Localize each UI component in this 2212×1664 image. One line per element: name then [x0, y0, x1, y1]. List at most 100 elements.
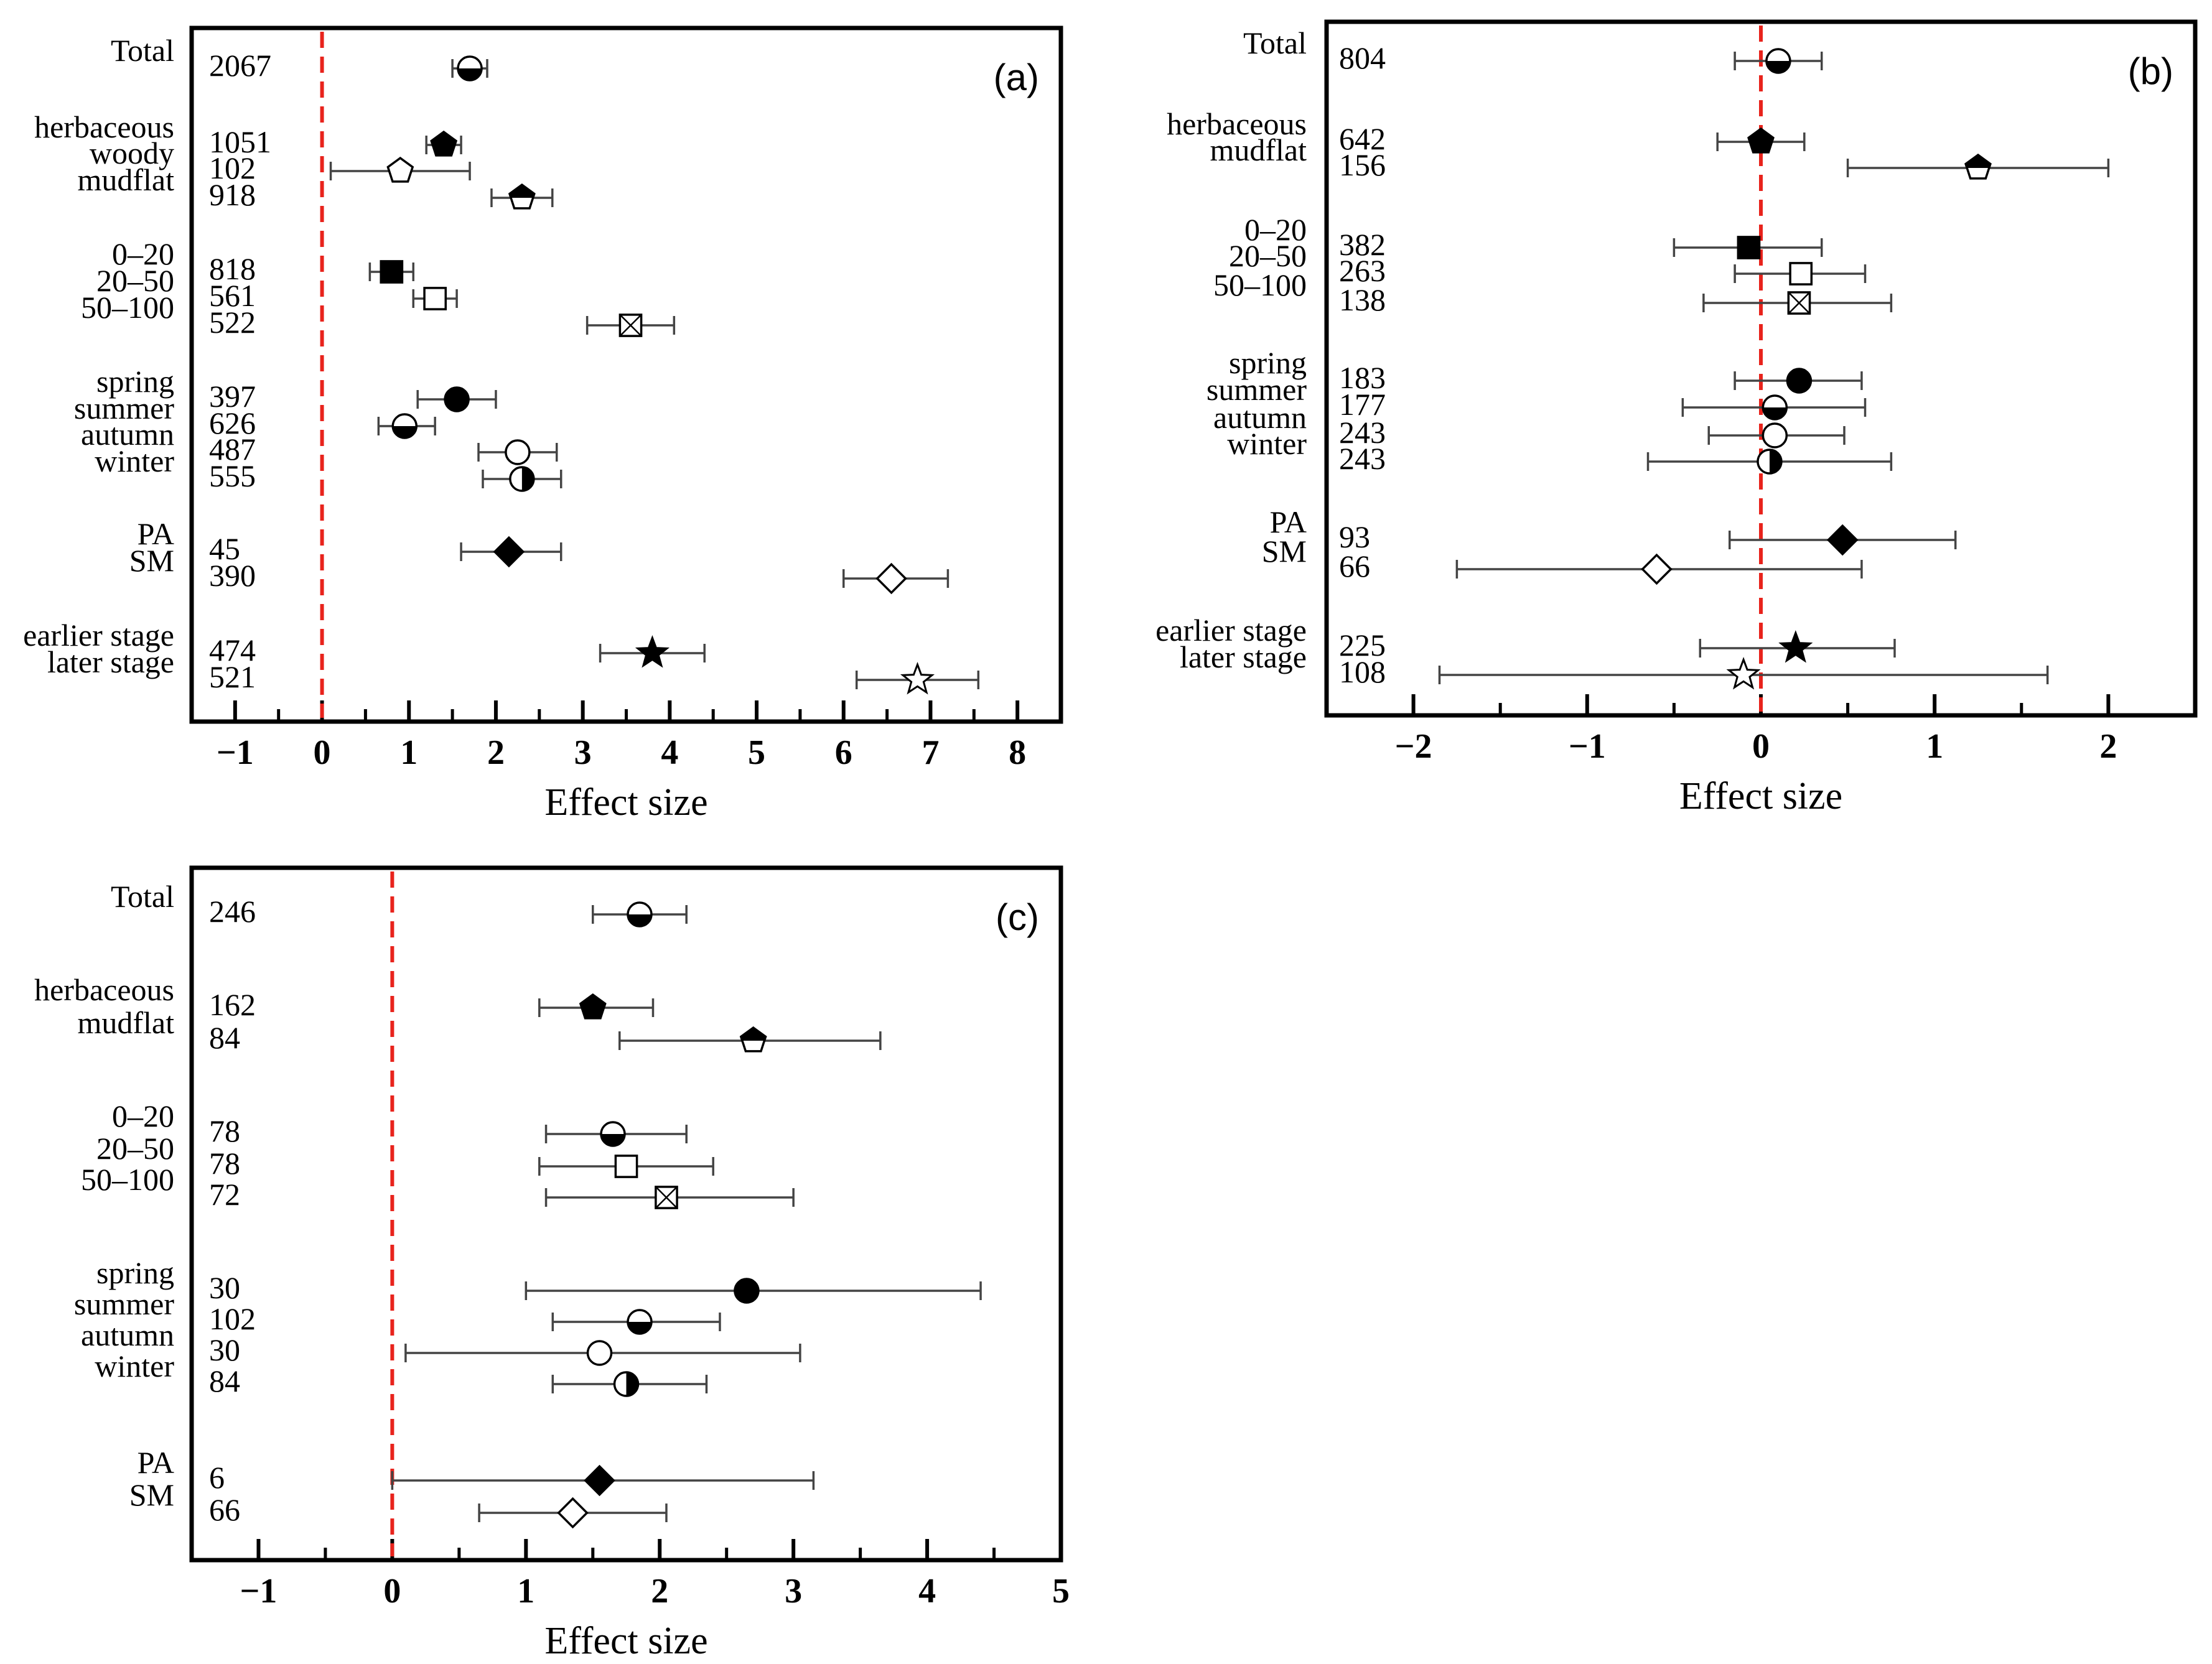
row-label: 20–50: [96, 1131, 174, 1166]
x-tick-label: 4: [918, 1572, 936, 1611]
row-label: 20–50: [96, 263, 174, 298]
forest-row: autumn 243: [1213, 400, 1846, 450]
row-sample-size: 66: [1339, 549, 1370, 583]
row-sample-size: 2067: [209, 48, 271, 83]
row-label: spring: [96, 1255, 174, 1290]
forest-row: PA 6: [138, 1445, 815, 1497]
row-label: mudflat: [77, 162, 174, 197]
x-tick-label: 0: [314, 733, 331, 772]
forest-row: 20–50 561: [96, 263, 458, 313]
row-label: summer: [74, 1286, 174, 1321]
row-sample-size: 6: [209, 1460, 225, 1495]
marker-square: [614, 1155, 638, 1178]
x-tick-label: −1: [217, 733, 254, 772]
marker-square: [1737, 236, 1761, 259]
panel-label: (b): [2128, 50, 2173, 92]
x-tick-label: 0: [1752, 727, 1770, 766]
row-label: earlier stage: [23, 618, 174, 653]
row-label: 0–20: [112, 1099, 174, 1133]
row-label: 50–100: [81, 290, 174, 325]
row-label: Total: [1243, 26, 1307, 60]
row-label: 0–20: [112, 236, 174, 271]
row-label: winter: [95, 1349, 174, 1383]
row-sample-size: 183: [1339, 360, 1386, 395]
x-tick-label: −1: [240, 1572, 278, 1611]
row-label: SM: [1262, 534, 1307, 569]
row-sample-size: 102: [209, 151, 256, 185]
forest-row: summer 102: [74, 1286, 721, 1336]
forest-row: herbaceous 162: [34, 972, 655, 1022]
forest-row: 20–50 78: [96, 1131, 714, 1181]
row-label: mudflat: [1210, 132, 1307, 167]
marker-circle: [444, 386, 470, 412]
marker-diamond: [1641, 553, 1673, 585]
row-sample-size: 390: [209, 558, 256, 593]
forest-row: 50–100 72: [81, 1162, 795, 1212]
marker-star: [1726, 657, 1761, 690]
row-label: PA: [138, 1445, 174, 1480]
marker-square: [1789, 262, 1813, 286]
row-sample-size: 1051: [209, 124, 271, 159]
panel-label: (a): [994, 57, 1039, 98]
forest-row: PA 93: [1270, 504, 1957, 556]
marker-square: [423, 287, 447, 310]
forest-row: later stage 108: [1180, 639, 2049, 690]
marker-diamond: [875, 562, 907, 595]
x-tick-label: −2: [1395, 727, 1432, 766]
x-tick-label: 1: [1926, 727, 1943, 766]
forest-row: SM 66: [129, 1477, 668, 1529]
row-label: spring: [1229, 345, 1307, 380]
row-label: herbaceous: [34, 109, 174, 144]
row-label: earlier stage: [1155, 613, 1307, 648]
marker-pentagon: [579, 993, 607, 1020]
x-tick-label: 1: [517, 1572, 534, 1611]
row-sample-size: 30: [209, 1270, 240, 1305]
row-label: woody: [90, 136, 174, 170]
row-label: herbaceous: [1167, 106, 1307, 141]
row-label: mudflat: [77, 1005, 174, 1040]
marker-circle-right-half: [626, 1372, 638, 1396]
row-label: later stage: [1180, 639, 1307, 674]
forest-row: 0–20 382: [1244, 212, 1823, 262]
row-label: later stage: [47, 644, 174, 679]
forest-row: Total 246: [111, 879, 688, 929]
forest-row: spring 397: [96, 364, 497, 414]
row-label: winter: [1227, 426, 1307, 461]
forest-row: 0–20 78: [112, 1099, 688, 1148]
marker-pentagon-upper-half: [1966, 155, 1990, 168]
marker-circle: [1786, 368, 1813, 394]
marker-circle: [505, 439, 531, 465]
row-sample-size: 162: [209, 987, 256, 1022]
row-sample-size: 246: [209, 894, 256, 929]
plot-frame: [189, 865, 1063, 1563]
x-tick-label: −1: [1569, 727, 1606, 766]
forest-row: winter 555: [95, 444, 562, 493]
marker-circle-lower-half: [627, 1322, 651, 1334]
marker-diamond: [493, 536, 525, 568]
row-sample-size: 382: [1339, 227, 1386, 262]
row-sample-size: 93: [1339, 519, 1370, 554]
forest-row: SM 66: [1262, 534, 1863, 585]
row-label: autumn: [81, 1318, 174, 1352]
forest-row: earlier stage 474: [23, 618, 706, 668]
row-sample-size: 474: [209, 633, 256, 667]
x-tick-label: 3: [574, 733, 592, 772]
row-sample-size: 918: [209, 177, 256, 212]
forest-row: mudflat 918: [77, 162, 554, 212]
forest-row: mudflat 84: [77, 1005, 882, 1055]
marker-circle: [586, 1340, 613, 1366]
x-tick-label: 8: [1009, 733, 1026, 772]
row-sample-size: 555: [209, 458, 256, 493]
row-sample-size: 138: [1339, 282, 1386, 317]
forest-row: 0–20 818: [112, 236, 414, 286]
row-sample-size: 243: [1339, 415, 1386, 450]
forest-row: later stage 521: [47, 644, 980, 695]
row-label: 50–100: [1213, 267, 1307, 302]
marker-circle-lower-half: [393, 426, 417, 438]
row-label: SM: [129, 1477, 174, 1512]
row-label: SM: [129, 543, 174, 578]
x-tick-label: 4: [661, 733, 678, 772]
x-tick-label: 7: [922, 733, 939, 772]
marker-pentagon: [386, 156, 414, 183]
